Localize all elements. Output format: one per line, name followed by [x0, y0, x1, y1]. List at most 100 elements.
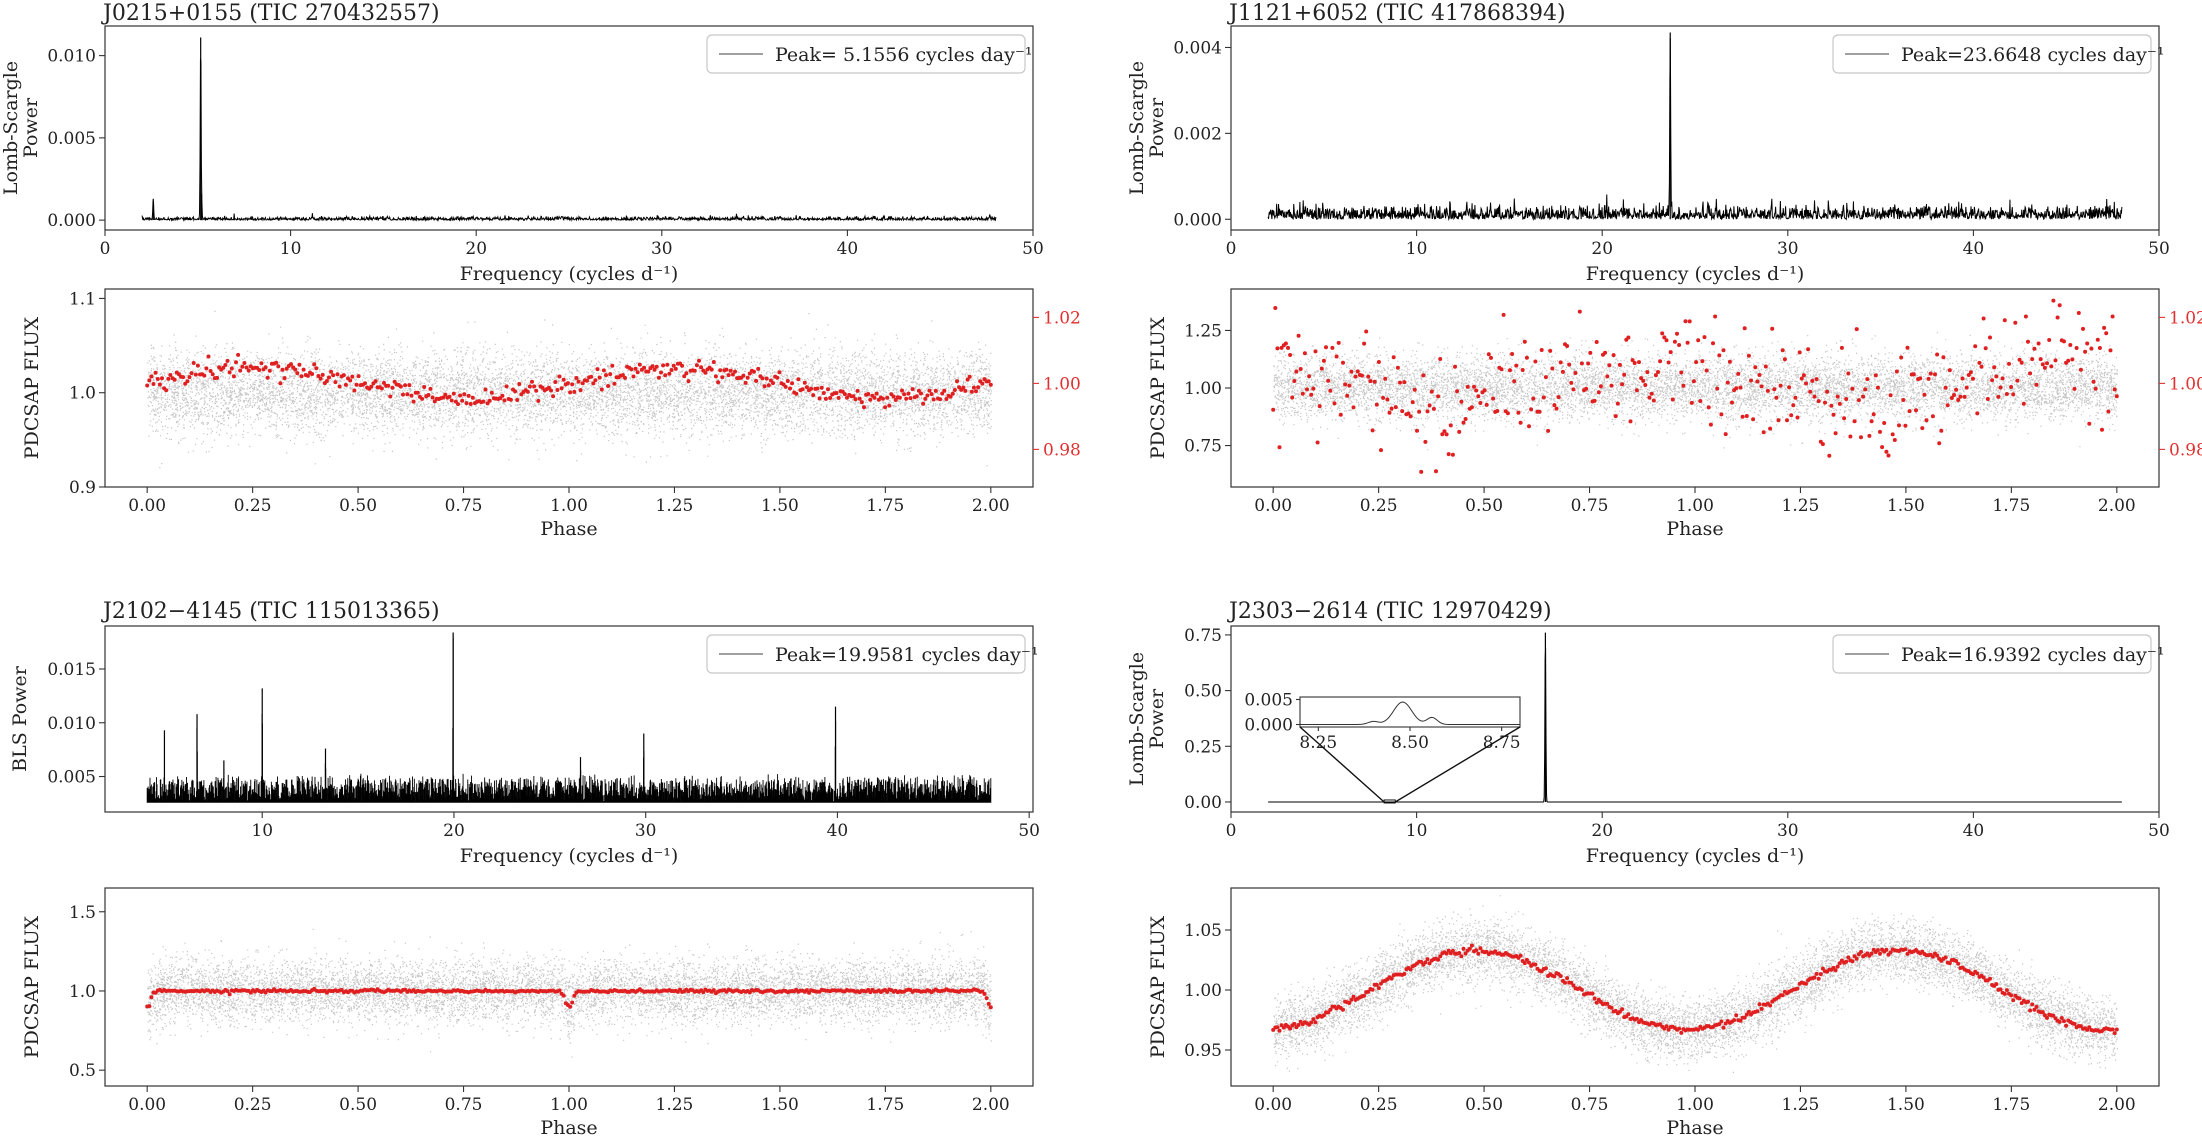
binned-point	[1520, 368, 1525, 372]
binned-point	[764, 376, 769, 381]
binned-point	[1856, 398, 1861, 403]
binned-point	[422, 385, 427, 389]
binned-point	[1556, 395, 1561, 400]
lightcurve-xtick-label-0: 0.00	[1254, 496, 1292, 516]
binned-point	[771, 381, 775, 386]
binned-point	[259, 361, 264, 366]
periodogram-xtick-label-1: 10	[1406, 821, 1428, 841]
lightcurve-frame	[1230, 887, 2160, 1087]
binned-point	[193, 372, 198, 377]
binned-point	[1275, 1025, 1280, 1030]
binned-point	[1804, 981, 1808, 986]
binned-point	[1588, 350, 1593, 355]
binned-point	[650, 364, 655, 369]
binned-point	[1795, 415, 1800, 420]
lightcurve-xtick-label-7: 1.75	[866, 496, 904, 516]
binned-point	[1467, 946, 1472, 951]
binned-point	[699, 365, 704, 370]
binned-point	[428, 386, 433, 391]
binned-point	[1541, 395, 1546, 400]
binned-point	[1302, 351, 1307, 356]
binned-point	[1592, 996, 1597, 1001]
lightcurve-xtick-label-0: 0.00	[128, 496, 166, 516]
binned-point	[794, 391, 799, 396]
binned-point	[536, 398, 541, 403]
panel-title: J1121+6052 (TIC 417868394)	[1227, 1, 1566, 26]
binned-point	[456, 402, 460, 407]
binned-point	[728, 368, 733, 373]
binned-point	[1755, 1009, 1760, 1014]
binned-point	[1332, 401, 1337, 406]
binned-point	[1334, 354, 1339, 359]
binned-point	[299, 374, 304, 379]
binned-point	[923, 396, 928, 401]
binned-point	[369, 384, 374, 389]
panel-title: J0215+0155 (TIC 270432557)	[101, 1, 440, 26]
binned-point	[352, 388, 357, 393]
binned-point	[240, 364, 245, 369]
binned-point	[1797, 350, 1802, 355]
binned-point	[1417, 409, 1422, 414]
binned-point	[1628, 419, 1633, 424]
binned-point	[885, 395, 890, 400]
periodogram-xtick-label-5: 50	[2148, 239, 2170, 259]
binned-point	[1406, 411, 1411, 416]
binned-point	[164, 388, 169, 393]
binned-point	[225, 358, 230, 363]
binned-point	[2097, 346, 2102, 350]
binned-point	[1476, 394, 1481, 399]
periodogram-frame	[1230, 625, 2160, 813]
binned-point	[318, 376, 323, 381]
binned-point	[1518, 953, 1523, 958]
periodogram-xtick-label-0: 0	[100, 239, 111, 259]
binned-point	[1804, 381, 1808, 386]
binned-point	[1770, 326, 1775, 331]
binned-point	[1666, 1027, 1671, 1032]
lightcurve-ylabel: PDCSAP FLUX	[1147, 915, 1169, 1058]
binned-point	[788, 386, 792, 391]
binned-point	[568, 390, 573, 395]
binned-point	[1463, 417, 1468, 421]
binned-point	[267, 368, 272, 373]
binned-point	[1641, 378, 1646, 383]
binned-point	[2064, 1023, 2069, 1028]
binned-point	[1914, 408, 1918, 413]
binned-point	[1975, 411, 1980, 416]
binned-point	[1930, 414, 1935, 419]
binned-point	[1679, 370, 1684, 375]
lightcurve-xtick-label-7: 1.75	[1992, 496, 2030, 516]
binned-point	[246, 368, 251, 373]
binned-point	[208, 369, 213, 373]
binned-point	[853, 397, 858, 402]
binned-point	[2112, 1031, 2117, 1036]
periodogram-xlabel: Frequency (cycles d⁻¹)	[460, 845, 679, 867]
binned-point	[1939, 428, 1944, 433]
inset-connector-left	[1299, 726, 1385, 803]
legend: Peak=23.6648 cycles day⁻¹	[1832, 34, 2165, 74]
binned-point	[242, 361, 247, 365]
periodogram-ytick-label-1: 0.010	[47, 714, 96, 734]
binned-point	[1444, 951, 1449, 956]
binned-point	[1552, 974, 1557, 979]
binned-point	[646, 369, 651, 374]
binned-point	[2002, 318, 2007, 323]
binned-point	[1446, 452, 1451, 457]
binned-point	[398, 384, 403, 389]
lightcurve-xtick-label-8: 2.00	[972, 496, 1010, 516]
binned-point	[576, 379, 581, 384]
binned-point	[525, 389, 530, 394]
lightcurve-xtick-label-2: 0.50	[1465, 496, 1503, 516]
binned-point	[1844, 959, 1849, 964]
binned-point	[1579, 361, 1584, 366]
secondary-ytick-label-0: 0.98	[1043, 440, 1081, 460]
binned-point	[1734, 386, 1739, 391]
binned-point	[1670, 397, 1675, 402]
binned-point	[1577, 309, 1582, 314]
binned-point	[1408, 967, 1413, 972]
binned-point	[1360, 373, 1364, 378]
binned-point	[191, 361, 196, 365]
legend-box	[706, 34, 1026, 74]
binned-point	[974, 389, 978, 394]
binned-point	[470, 395, 475, 400]
binned-point	[1935, 953, 1940, 958]
